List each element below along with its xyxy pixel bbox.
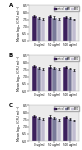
Bar [32, 16, 37, 126]
Bar [37, 118, 41, 150]
Bar [41, 119, 45, 150]
Bar [56, 69, 61, 150]
Bar [68, 119, 72, 150]
Legend: control, MB, TBO: control, MB, TBO [54, 106, 79, 111]
Bar [32, 66, 37, 150]
Bar [72, 19, 76, 126]
Text: A: A [9, 3, 13, 8]
Text: C: C [9, 103, 13, 108]
Legend: control, MB, TBO: control, MB, TBO [54, 56, 79, 61]
Bar [52, 118, 56, 150]
Bar [63, 16, 68, 126]
Bar [68, 18, 72, 126]
Y-axis label: Mean log₁₀ (CFU ml⁻¹): Mean log₁₀ (CFU ml⁻¹) [17, 6, 21, 41]
Bar [37, 18, 41, 126]
Bar [37, 68, 41, 150]
Bar [41, 69, 45, 150]
Bar [48, 67, 52, 150]
Bar [48, 117, 52, 150]
Bar [63, 67, 68, 150]
Bar [63, 117, 68, 150]
Bar [48, 16, 52, 126]
Bar [56, 19, 61, 126]
Bar [72, 120, 76, 150]
Y-axis label: Mean log₁₀ (CFU ml⁻¹): Mean log₁₀ (CFU ml⁻¹) [17, 106, 21, 141]
Bar [32, 116, 37, 150]
Y-axis label: Mean log₁₀ (CFU ml⁻¹): Mean log₁₀ (CFU ml⁻¹) [17, 56, 21, 91]
Bar [52, 18, 56, 126]
Bar [52, 68, 56, 150]
Bar [68, 69, 72, 150]
Text: B: B [9, 53, 13, 58]
Bar [41, 19, 45, 126]
Legend: control, MB, TBO: control, MB, TBO [54, 6, 79, 11]
Bar [72, 70, 76, 150]
Bar [56, 120, 61, 150]
